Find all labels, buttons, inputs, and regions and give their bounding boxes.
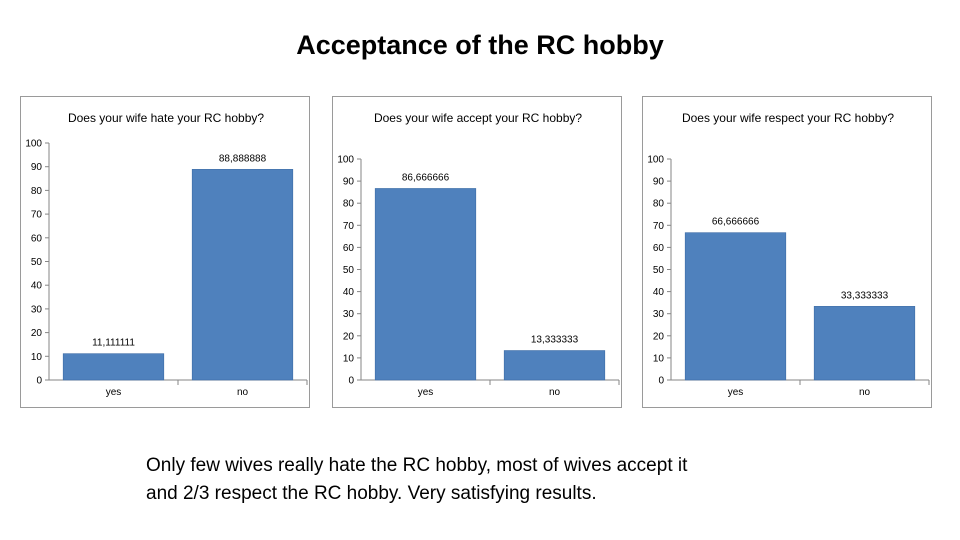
y-tick-label: 40 bbox=[343, 287, 355, 298]
data-label: 11,111111 bbox=[92, 338, 135, 349]
chart-wife-accept: Does your wife accept your RC hobby? 0 10… bbox=[332, 96, 622, 408]
y-tick-label: 0 bbox=[658, 376, 664, 387]
y-tick-label: 10 bbox=[653, 353, 665, 364]
y-tick-label: 90 bbox=[653, 177, 665, 188]
chart-plot: 0 10 20 30 40 50 60 70 80 90 100 11,111111 yes 88,888… bbox=[25, 139, 308, 398]
summary-note: Only few wives really hate the RC hobby,… bbox=[146, 452, 826, 508]
y-tick-label: 30 bbox=[31, 304, 43, 315]
y-tick-label: 60 bbox=[31, 233, 43, 244]
chart-title: Does your wife hate your RC hobby? bbox=[67, 111, 265, 125]
y-tick-label: 70 bbox=[31, 210, 43, 221]
y-tick-label: 30 bbox=[653, 309, 665, 320]
chart-plot: 0 10 20 30 40 50 60 70 80 90 100 86,666666 yes 13,333… bbox=[337, 155, 620, 398]
y-tick-label: 100 bbox=[647, 155, 664, 166]
x-tick-label: yes bbox=[728, 387, 744, 398]
x-tick-label: yes bbox=[418, 387, 434, 398]
y-tick-label: 70 bbox=[653, 221, 665, 232]
chart-title: Does your wife accept your RC hobby? bbox=[373, 111, 583, 125]
data-label: 13,333333 bbox=[531, 335, 579, 346]
y-tick-label: 0 bbox=[36, 376, 42, 387]
bar-yes bbox=[62, 353, 165, 381]
y-tick-label: 40 bbox=[653, 287, 665, 298]
y-tick-label: 50 bbox=[653, 265, 665, 276]
y-tick-label: 20 bbox=[31, 328, 43, 339]
y-tick-label: 50 bbox=[31, 257, 43, 268]
y-tick-label: 80 bbox=[31, 186, 43, 197]
y-tick-label: 90 bbox=[31, 162, 43, 173]
data-label: 33,333333 bbox=[841, 290, 889, 301]
x-tick-label: no bbox=[859, 387, 871, 398]
bar-no bbox=[813, 306, 916, 381]
data-label: 66,666666 bbox=[712, 217, 760, 228]
y-tick-label: 10 bbox=[343, 353, 355, 364]
bar-yes bbox=[374, 188, 477, 381]
bar-no bbox=[503, 350, 606, 381]
data-label: 88,888888 bbox=[219, 153, 267, 164]
bar-no bbox=[191, 169, 294, 381]
x-tick-label: no bbox=[237, 387, 249, 398]
y-tick-label: 60 bbox=[653, 243, 665, 254]
y-tick-label: 30 bbox=[343, 309, 355, 320]
y-tick-label: 20 bbox=[343, 331, 355, 342]
y-tick-label: 40 bbox=[31, 281, 43, 292]
y-tick-label: 60 bbox=[343, 243, 355, 254]
chart-wife-respect: Does your wife respect your RC hobby? 0 1… bbox=[642, 96, 932, 408]
chart-title: Does your wife respect your RC hobby? bbox=[681, 111, 895, 125]
y-tick-label: 70 bbox=[343, 221, 355, 232]
slide-title: Acceptance of the RC hobby bbox=[296, 30, 664, 60]
bar-yes bbox=[684, 232, 787, 381]
chart-plot: 0 10 20 30 40 50 60 70 80 90 100 66,666666 yes 33,333… bbox=[647, 155, 930, 398]
summary-line: Only few wives really hate the RC hobby,… bbox=[146, 455, 688, 476]
y-tick-label: 100 bbox=[337, 155, 354, 166]
y-tick-label: 80 bbox=[653, 199, 665, 210]
y-tick-label: 50 bbox=[343, 265, 355, 276]
y-tick-label: 20 bbox=[653, 331, 665, 342]
x-tick-label: no bbox=[549, 387, 561, 398]
x-tick-label: yes bbox=[106, 387, 122, 398]
y-tick-label: 80 bbox=[343, 199, 355, 210]
y-tick-label: 100 bbox=[25, 139, 42, 150]
data-label: 86,666666 bbox=[402, 172, 450, 183]
summary-line: and 2/3 respect the RC hobby. Very satis… bbox=[146, 483, 597, 504]
chart-wife-hate: Does your wife hate your RC hobby? 0 10 20… bbox=[20, 96, 310, 408]
y-tick-label: 10 bbox=[31, 352, 43, 363]
y-tick-label: 0 bbox=[348, 376, 354, 387]
y-tick-label: 90 bbox=[343, 177, 355, 188]
